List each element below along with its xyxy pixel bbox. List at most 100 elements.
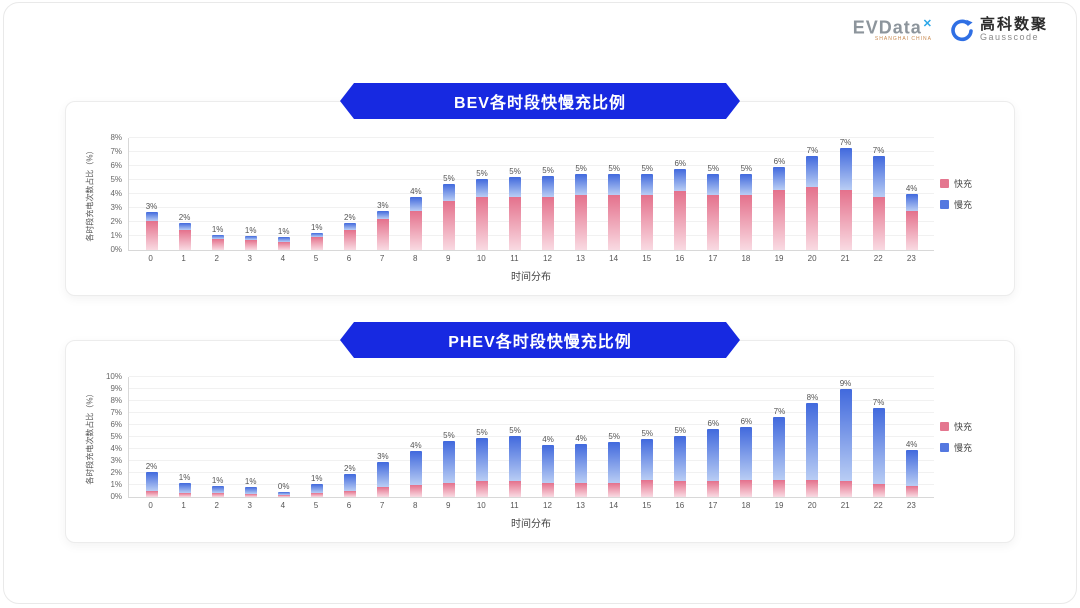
bar-value-label: 1% (244, 226, 257, 236)
stacked-bar: 0% (277, 377, 290, 497)
x-tick-label: 20 (807, 254, 817, 263)
slow-charge-segment (343, 474, 356, 491)
bar-value-label: 5% (608, 164, 620, 174)
bar-slot: 1% (234, 138, 267, 250)
bar-value-label: 5% (509, 167, 521, 177)
stacked-bar: 1% (211, 138, 224, 250)
bar-slot: 5% (499, 377, 532, 497)
bar-value-label: 7% (773, 406, 786, 416)
slow-charge-segment (376, 210, 389, 220)
x-tick-label: 8 (412, 501, 418, 510)
x-tick-label: 14 (609, 254, 619, 263)
stacked-bar: 5% (509, 138, 522, 250)
fast-charge-segment (509, 481, 522, 497)
bars-row: 3% 2% 1% 1% 1% 1% 2% 3% 4% 5% 5% 5% 5% 5% 5% 5% 6% 5% 5% 6%… (129, 138, 934, 250)
bar-value-label: 2% (178, 213, 191, 223)
stacked-bar: 5% (608, 138, 621, 250)
fast-charge-segment (608, 195, 621, 250)
bar-slot: 8% (796, 377, 829, 497)
bar-value-label: 2% (344, 464, 356, 474)
x-ticks: 0 1 2 3 4 5 6 7 8 9 10 11 12 13 14 15 16 17 18 19 20 21 22 23 (128, 501, 934, 510)
bar-value-label: 1% (244, 477, 257, 487)
bar-slot: 4% (399, 138, 432, 250)
bar-value-label: 4% (575, 434, 587, 444)
slow-charge-segment (310, 233, 323, 238)
slow-charge-segment (178, 482, 191, 494)
fast-charge-segment (542, 482, 555, 497)
fast-charge-segment (806, 480, 819, 497)
gausscode-cn-name: 高科数聚 (979, 16, 1048, 34)
stacked-bar: 1% (178, 377, 191, 497)
x-tick-label: 16 (675, 501, 685, 510)
stacked-bar: 4% (409, 377, 422, 497)
evdata-x-mark: ✕ (922, 18, 932, 30)
fast-charge-segment (178, 230, 191, 250)
stacked-bar: 4% (409, 138, 422, 250)
y-tick-label: 7% (110, 408, 122, 417)
stacked-bar: 1% (211, 377, 224, 497)
bar-slot: 4% (565, 377, 598, 497)
gridline (129, 472, 934, 473)
stacked-bar: 2% (178, 138, 191, 250)
fast-charge-swatch (940, 179, 949, 188)
bar-slot: 7% (862, 377, 895, 497)
y-tick-label: 4% (110, 444, 122, 453)
gridline (129, 235, 934, 236)
legend-label: 快充 (954, 422, 973, 432)
y-tick-label: 0% (110, 492, 122, 501)
stacked-bar: 1% (310, 377, 323, 497)
slow-charge-segment (839, 389, 852, 482)
slow-charge-segment (608, 441, 621, 483)
bar-slot: 7% (763, 377, 796, 497)
stacked-bar: 1% (244, 138, 257, 250)
stacked-bar: 4% (905, 377, 918, 497)
y-tick-label: 3% (110, 456, 122, 465)
stacked-bar: 7% (872, 138, 885, 250)
bar-slot: 6% (763, 138, 796, 250)
bar-value-label: 3% (145, 202, 158, 212)
bar-value-label: 7% (806, 146, 819, 156)
x-tick-label: 12 (543, 254, 552, 263)
slow-charge-segment (244, 236, 257, 241)
page-frame: EVData✕ SHANGHAI CHINA 高科数聚 Gausscode BE… (3, 2, 1077, 604)
bar-slot: 5% (598, 138, 631, 250)
bev-section: BEV各时段快慢充比例 各时段充电次数占比（%） 0% 1% 2% 3% 4% 5% 6% 7… (65, 83, 1015, 296)
slow-charge-segment (773, 416, 786, 481)
plot-area: 3% 2% 1% 1% 1% 1% 2% 3% 4% 5% 5% 5% 5% 5% 5% 5% 6% 5% 5% 6%… (128, 137, 934, 251)
x-tick-label: 6 (346, 501, 352, 510)
x-tick-label: 0 (148, 501, 153, 510)
x-tick-label: 12 (543, 501, 552, 510)
plot-area: 2% 1% 1% 1% 0% 1% 2% 3% 4% 5% 5% 5% 4% 4% 5% 5% 5% 6% 6% 7%… (128, 376, 934, 498)
bar-value-label: 0% (277, 482, 290, 492)
x-tick-label: 18 (741, 501, 751, 510)
x-tick-label: 10 (476, 254, 486, 263)
bar-slot: 4% (399, 377, 432, 497)
slow-charge-segment (475, 438, 488, 482)
slow-charge-segment (773, 167, 786, 190)
fast-charge-segment (409, 485, 422, 497)
bar-value-label: 4% (410, 186, 422, 196)
legend-item-slow: 慢充 (940, 198, 992, 211)
bar-slot: 7% (796, 138, 829, 250)
bar-slot: 5% (532, 138, 565, 250)
stacked-bar: 5% (740, 138, 753, 250)
slow-charge-segment (575, 444, 588, 483)
stacked-bar: 4% (905, 138, 918, 250)
bar-value-label: 1% (310, 223, 323, 233)
fast-charge-segment (211, 493, 224, 497)
gridline (129, 424, 934, 425)
bar-value-label: 6% (674, 158, 687, 168)
bar-slot: 1% (300, 138, 333, 250)
phev-section: PHEV各时段快慢充比例 各时段充电次数占比（%） 0% 1% 2% 3% 4% 5% 6%… (65, 322, 1015, 543)
stacked-bar: 2% (343, 138, 356, 250)
bar-value-label: 5% (509, 425, 521, 435)
stacked-bar: 6% (740, 377, 753, 497)
fast-charge-segment (244, 494, 257, 497)
bar-slot: 3% (135, 138, 168, 250)
bar-slot: 6% (697, 377, 730, 497)
fast-charge-segment (145, 491, 158, 497)
fast-charge-segment (442, 482, 455, 497)
gausscode-logo: 高科数聚 Gausscode (950, 17, 1048, 42)
slow-charge-segment (542, 175, 555, 197)
fast-charge-segment (674, 191, 687, 250)
